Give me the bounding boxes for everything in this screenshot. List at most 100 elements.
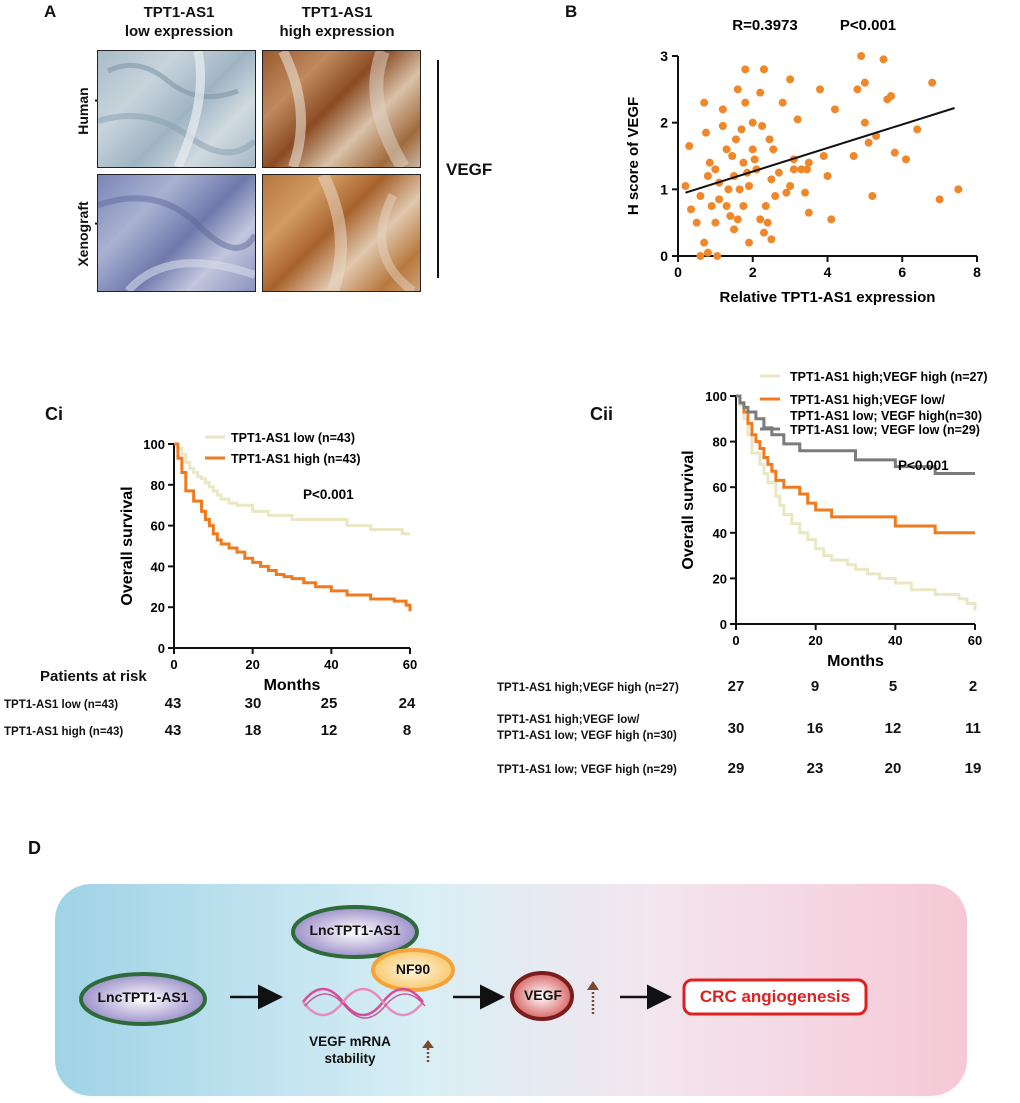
- risk-count: 29: [727, 760, 745, 777]
- km-chart-cii: 0 20 40 60 0 20 40 60 80 100 Months Overall surviva…: [680, 370, 988, 670]
- lnc-left-text: LncTPT1-AS1: [97, 989, 189, 1005]
- mechanism-diagram: [79, 905, 868, 1062]
- scatter-point: [793, 115, 802, 124]
- x-tick-label: 0: [674, 264, 682, 280]
- nf90-ellipse: [371, 948, 455, 992]
- risk-row-label: TPT1-AS1 high (n=43): [4, 726, 124, 738]
- x-tick-label: 60: [403, 657, 417, 672]
- scatter-point: [860, 78, 869, 87]
- micrograph-human-high-texture: [278, 51, 409, 167]
- scatter-point: [748, 118, 757, 127]
- y-tick-label: 40: [713, 526, 727, 541]
- scatter-point: [696, 252, 705, 260]
- risk-count: 11: [965, 720, 981, 737]
- scatter-point: [718, 105, 727, 114]
- x-tick-label: 20: [808, 633, 822, 648]
- km-curve: [174, 442, 410, 536]
- scatter-point: [715, 195, 724, 204]
- correlation-p-label: P<0.001: [840, 17, 896, 34]
- scatter-point: [733, 215, 742, 224]
- risk-count: 30: [727, 720, 745, 737]
- km-curve: [736, 394, 975, 535]
- micrograph-human-low-texture: [98, 51, 255, 167]
- risk-count: 25: [320, 695, 338, 712]
- micrograph-human-low: [97, 50, 256, 168]
- lnc-top-text: LncTPT1-AS1: [309, 922, 401, 938]
- legend-label: TPT1-AS1 low; VEGF high(n=30): [790, 409, 982, 423]
- scatter-point: [735, 185, 744, 194]
- scatter-point: [705, 158, 714, 167]
- lnc-top-ellipse: [291, 905, 419, 959]
- x-axis-title: Months: [264, 677, 321, 694]
- panel-ci-label: Ci: [45, 404, 63, 424]
- vegf-ellipse: [510, 971, 574, 1021]
- scatter-point: [702, 128, 711, 137]
- scatter-point: [748, 145, 757, 154]
- scatter-point: [913, 125, 922, 134]
- risk-row-label: TPT1-AS1 low (n=43): [4, 699, 119, 711]
- scatter-point: [802, 165, 811, 174]
- risk-count: 12: [320, 722, 338, 739]
- scatter-point: [739, 202, 748, 210]
- stability-up-arrow-icon: [422, 1040, 434, 1062]
- p-value-label: P<0.001: [898, 458, 949, 473]
- outcome-text: CRC angiogenesis: [699, 987, 851, 1006]
- scatter-point: [687, 205, 696, 214]
- scatter-point: [696, 192, 705, 200]
- km-chart-ci: 0 20 40 60 0 20 40 60 80 100 Months Overall surviva…: [119, 431, 417, 694]
- scatter-point: [711, 165, 720, 174]
- scatter-point: [741, 98, 750, 107]
- scatter-point: [786, 182, 795, 190]
- panel-d-label: D: [28, 838, 41, 858]
- scatter-point: [700, 98, 709, 107]
- scatter-point: [703, 248, 712, 257]
- correlation-r-label: R=0.3973: [732, 17, 797, 34]
- km-curve: [736, 394, 977, 611]
- scatter-point: [737, 125, 746, 134]
- legend-label: TPT1-AS1 low; VEGF low (n=29): [790, 423, 980, 437]
- x-tick-label: 20: [245, 657, 259, 672]
- scatter-point: [823, 172, 832, 180]
- scatter-point: [733, 85, 742, 94]
- scatter-point: [713, 252, 722, 260]
- vegf-row-label: VEGF: [446, 160, 493, 179]
- x-tick-label: 0: [732, 633, 739, 648]
- risk-count: 8: [402, 722, 412, 739]
- y-axis-title: Overall survival: [119, 486, 136, 605]
- legend-label: TPT1-AS1 high;VEGF high (n=27): [790, 370, 988, 384]
- km-curve: [736, 394, 975, 476]
- legend-label: TPT1-AS1 high (n=43): [231, 452, 361, 466]
- nf90-text: NF90: [395, 961, 431, 977]
- scatter-point: [868, 192, 877, 200]
- mrna-stability-text: VEGF mRNA stability: [309, 1034, 391, 1066]
- x-axis-title: Months: [827, 653, 884, 670]
- x-tick-label: 0: [170, 657, 177, 672]
- x-axis-title: Relative TPT1-AS1 expression: [720, 289, 936, 306]
- legend-label: TPT1-AS1 low (n=43): [231, 431, 355, 445]
- column-header-low: TPT1-AS1 low expression: [124, 4, 234, 40]
- y-tick-label: 3: [660, 48, 668, 64]
- micrograph-xenograft-high-texture: [317, 175, 416, 291]
- scatter-point: [771, 192, 780, 200]
- y-tick-label: 0: [158, 641, 165, 656]
- risk-count: 27: [727, 678, 745, 695]
- p-value-label: P<0.001: [303, 487, 354, 502]
- scatter-point: [778, 98, 787, 107]
- risk-count: 43: [164, 695, 182, 712]
- y-tick-label: 0: [660, 248, 668, 264]
- risk-count: 19: [964, 760, 982, 777]
- scatter-point: [722, 145, 731, 154]
- risk-count: 2: [968, 678, 978, 695]
- scatter-point: [728, 152, 737, 160]
- scatter-point: [718, 122, 727, 130]
- scatter-point: [761, 202, 770, 210]
- scatter-point: [703, 172, 712, 180]
- vegf-text: VEGF: [523, 987, 563, 1003]
- scatter-point: [830, 105, 839, 114]
- scatter-point: [864, 138, 873, 147]
- x-tick-label: 40: [324, 657, 338, 672]
- y-tick-label: 20: [151, 600, 165, 615]
- scatter-point: [750, 155, 759, 164]
- y-tick-label: 0: [720, 617, 727, 632]
- scatter-point: [853, 85, 862, 94]
